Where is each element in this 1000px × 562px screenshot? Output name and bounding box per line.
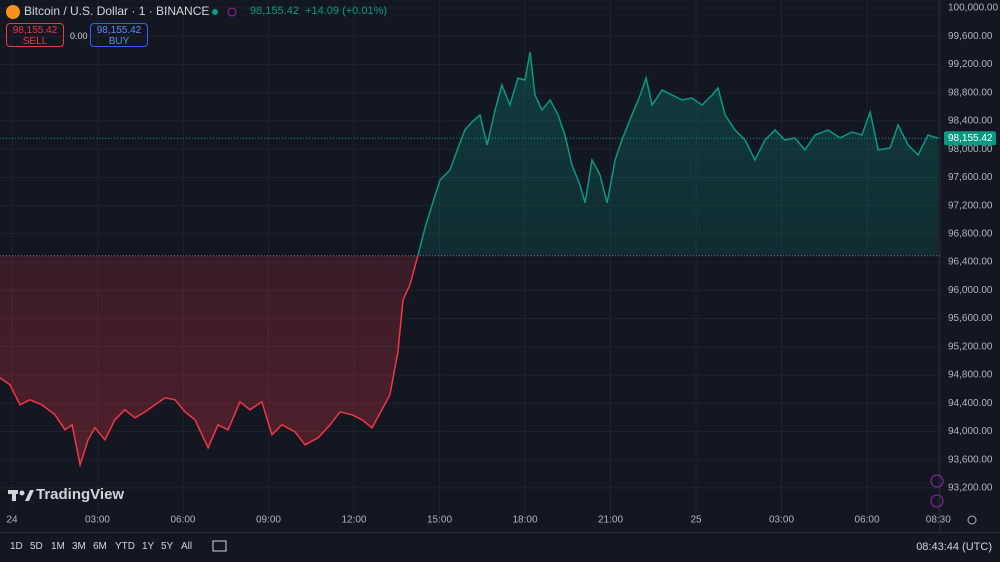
line-above	[417, 51, 939, 256]
y-tick-label: 98,400.00	[948, 116, 993, 127]
header-change: +14.09 (+0.01%)	[305, 5, 388, 17]
x-tick-label: 18:00	[512, 515, 537, 526]
add-alert-icon[interactable]	[930, 474, 944, 488]
x-tick-label: 15:00	[427, 515, 452, 526]
range-button[interactable]: 5Y	[161, 541, 174, 552]
range-button[interactable]: All	[181, 541, 193, 552]
symbol: Bitcoin / U.S. Dollar · 1 · BINANCE	[24, 4, 210, 18]
y-tick-label: 96,400.00	[948, 257, 993, 268]
header-price: 98,155.42	[250, 5, 299, 17]
sell-price: 98,155.42	[12, 25, 58, 36]
buy-label: BUY	[108, 36, 130, 47]
x-tick-label: 25	[690, 515, 702, 526]
x-tick-label: 24	[6, 515, 18, 526]
toolbar: 08:43:44 (UTC) 1D 5D 1M 3M 6M YTD 1Y 5Y All	[0, 532, 1000, 561]
range-button[interactable]: 6M	[93, 541, 107, 552]
x-tick-label: 21:00	[598, 515, 623, 526]
chart: 93,200.00 93,600.00 94,000.00 94,400.00 94,8…	[0, 0, 998, 532]
x-tick-label: 03:00	[85, 515, 110, 526]
last-price-tag	[944, 131, 996, 146]
clock: 08:43:44 (UTC)	[916, 541, 992, 553]
date-range-icon[interactable]	[212, 539, 228, 553]
range-button[interactable]: 1M	[51, 541, 65, 552]
x-tick-label: 08:30	[926, 515, 951, 526]
brand: TradingView	[36, 486, 125, 503]
settings-icon[interactable]	[967, 515, 977, 525]
line-below	[0, 255, 419, 468]
sell-label: SELL	[22, 36, 48, 47]
y-tick-label: 93,200.00	[948, 482, 993, 493]
y-tick-label: 94,400.00	[948, 398, 993, 409]
area-below	[0, 255, 938, 465]
spread: 0.00	[70, 31, 88, 41]
quick-trade-icon[interactable]	[930, 494, 944, 508]
y-tick-label: 94,800.00	[948, 370, 993, 381]
y-tick-label: 95,200.00	[948, 341, 993, 352]
x-tick-label: 06:00	[170, 515, 195, 526]
sell-button[interactable]: 98,155.42 SELL	[6, 23, 64, 47]
y-tick-label: 96,000.00	[948, 285, 993, 296]
last-price-label: 98,155.42	[948, 133, 993, 144]
y-tick-label: 95,600.00	[948, 313, 993, 324]
y-tick-label: 98,000.00	[948, 144, 993, 155]
buy-button[interactable]: 98,155.42 BUY	[90, 23, 148, 47]
price-header: 98,155.42 +14.09 (+0.01%)	[250, 5, 387, 17]
y-tick-label: 100,000.00	[948, 3, 998, 14]
range-button[interactable]: 1D	[10, 541, 23, 552]
x-tick-label: 12:00	[341, 515, 366, 526]
range-button[interactable]: 5D	[30, 541, 43, 552]
coin-icon	[6, 5, 20, 19]
status-icons	[212, 7, 237, 17]
y-tick-label: 96,800.00	[948, 228, 993, 239]
y-tick-label: 99,600.00	[948, 31, 993, 42]
range-button[interactable]: 1Y	[142, 541, 155, 552]
y-tick-label: 98,800.00	[948, 87, 993, 98]
y-tick-label: 93,600.00	[948, 454, 993, 465]
y-tick-label: 94,000.00	[948, 426, 993, 437]
y-tick-label: 97,600.00	[948, 172, 993, 183]
x-tick-label: 06:00	[855, 515, 880, 526]
y-tick-label: 97,200.00	[948, 200, 993, 211]
range-button[interactable]: YTD	[115, 541, 135, 552]
brand-logo	[8, 490, 34, 501]
y-tick-label: 99,200.00	[948, 59, 993, 70]
range-button[interactable]: 3M	[72, 541, 86, 552]
buy-price: 98,155.42	[96, 25, 142, 36]
x-tick-label: 03:00	[769, 515, 794, 526]
x-tick-label: 09:00	[256, 515, 281, 526]
